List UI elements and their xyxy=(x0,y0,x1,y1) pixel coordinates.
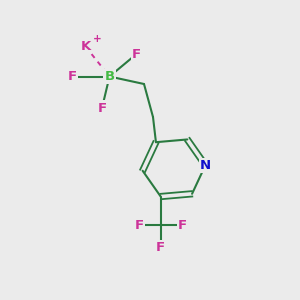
Text: F: F xyxy=(134,218,144,232)
Text: F: F xyxy=(156,241,165,254)
Text: B: B xyxy=(104,70,115,83)
Text: F: F xyxy=(68,70,76,83)
Text: F: F xyxy=(132,47,141,61)
Text: N: N xyxy=(200,159,211,172)
Text: F: F xyxy=(98,101,106,115)
Text: +: + xyxy=(92,34,101,44)
Text: F: F xyxy=(178,218,187,232)
Text: K: K xyxy=(80,40,91,53)
